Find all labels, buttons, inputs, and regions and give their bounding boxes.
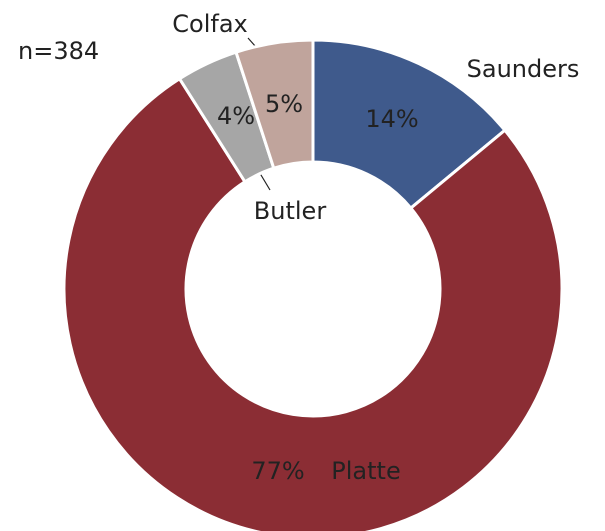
donut-segment — [234, 38, 315, 171]
value-label: 4% — [217, 102, 255, 130]
value-label: 14% — [365, 105, 418, 133]
category-label: Colfax — [172, 10, 247, 38]
donut-segment — [311, 38, 507, 211]
value-label: 77% — [251, 457, 304, 485]
category-label: Saunders — [467, 55, 580, 83]
sample-size-annotation: n=384 — [18, 37, 99, 65]
donut-segment — [62, 76, 564, 531]
category-label: Platte — [331, 457, 400, 485]
value-label: 5% — [265, 90, 303, 118]
category-label: Butler — [254, 197, 327, 225]
